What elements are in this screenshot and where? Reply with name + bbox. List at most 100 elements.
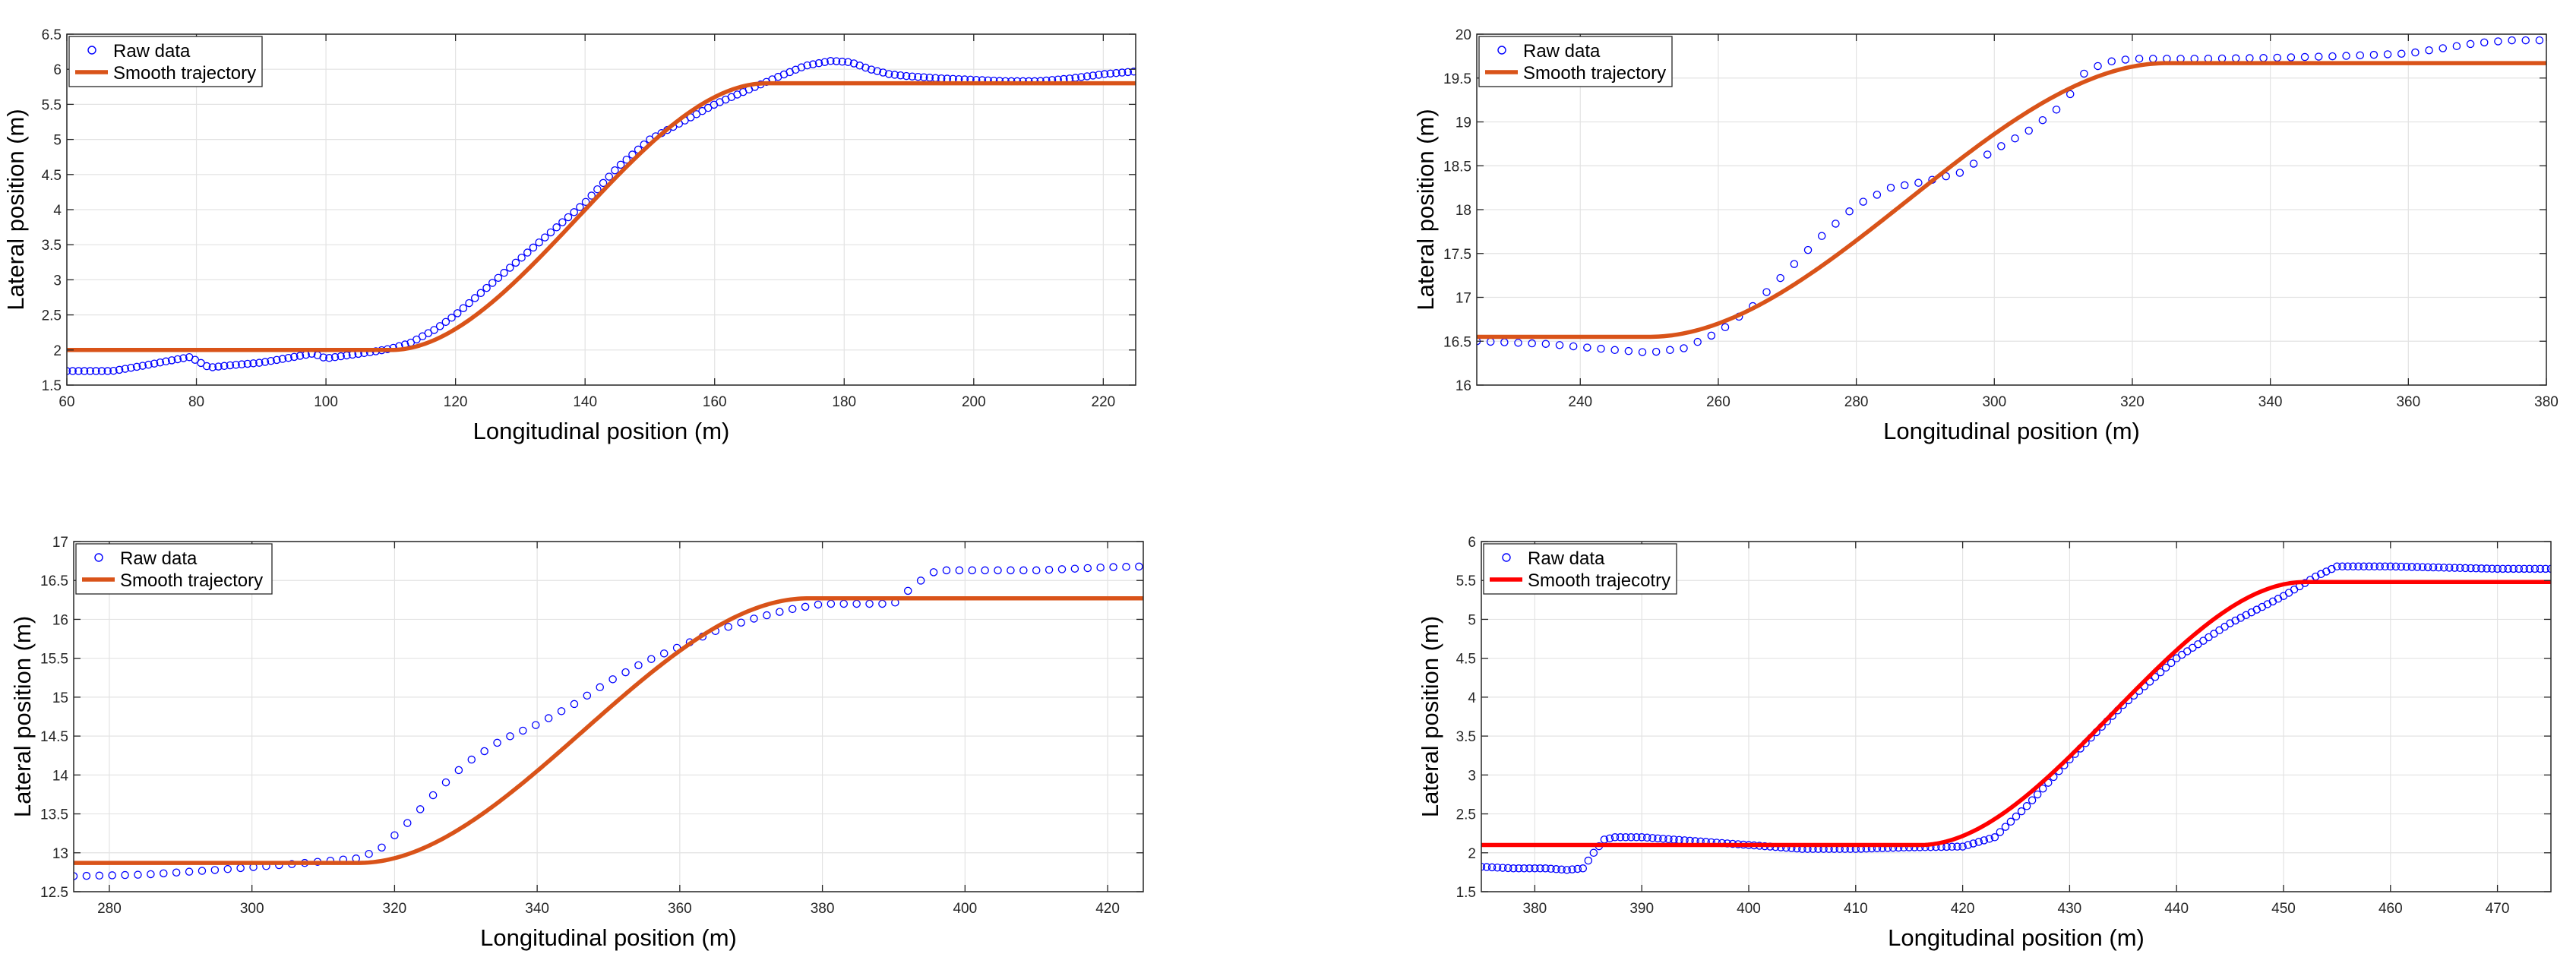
raw-data-point [1077,73,1086,81]
raw-data-point [803,61,811,70]
raw-data-point [337,352,345,361]
x-tick-label: 100 [314,394,338,410]
raw-data-point [955,566,964,575]
raw-data-point [132,362,141,371]
raw-data-point [2541,564,2550,573]
raw-data-point [1109,563,1117,571]
raw-data-point [480,747,488,756]
raw-data-point [2080,69,2088,78]
raw-data-point [1985,835,1994,843]
y-tick-label: 5 [1468,612,1476,628]
raw-data-point [1664,835,1673,844]
raw-data-point [593,185,602,194]
raw-data-point [506,732,514,741]
raw-data-point [447,314,456,322]
raw-data-point [1573,864,1582,873]
x-tick-label: 360 [668,901,692,917]
raw-data-point [576,203,584,211]
raw-data-point [2322,567,2331,576]
raw-data-point [459,304,468,312]
raw-data-point [1964,841,1972,849]
raw-data-point [1680,344,1688,352]
raw-data-point [1969,160,1978,168]
raw-data-point [616,160,625,169]
legend-marker-raw-data [94,553,103,562]
raw-data-point [873,67,882,75]
raw-data-point [2354,562,2363,571]
raw-data-point [1095,71,1103,79]
x-tick-label: 400 [1737,901,1761,917]
raw-data-point [74,367,83,375]
raw-data-point [2033,790,2042,799]
raw-data-point [541,233,549,242]
raw-data-point [647,655,656,663]
raw-data-point [2439,44,2447,52]
x-tick-label: 280 [1844,394,1869,410]
raw-data-point [1605,834,1614,843]
raw-data-point [2451,564,2459,572]
raw-data-point [1568,865,1576,873]
raw-data-point [1610,833,1620,842]
raw-data-point [827,57,835,65]
raw-data-series [1481,562,2551,874]
x-tick-label: 450 [2271,901,2296,917]
y-tick-label: 4 [53,203,62,219]
raw-data-point [1089,71,1097,80]
x-tick-label: 140 [573,394,597,410]
raw-data-point [330,352,340,362]
legend-label-raw-data: Raw data [113,41,191,62]
y-tick-label: 1.5 [1456,885,1476,901]
raw-data-point [2411,48,2420,57]
raw-data-point [2052,106,2061,114]
x-tick-label: 240 [1568,394,1592,410]
x-tick-label: 340 [2258,394,2283,410]
raw-data-point [570,208,578,216]
plot-content [1477,36,2546,356]
raw-data-point [1707,331,1716,340]
y-tick-label: 1.5 [42,378,62,394]
x-tick-label: 360 [2396,394,2420,410]
raw-data-point [160,869,168,878]
raw-data-point [546,228,555,237]
raw-data-point [2024,126,2033,135]
x-tick-label: 220 [1092,394,1116,410]
raw-data-point [1990,833,1999,842]
raw-data-point [1654,834,1662,843]
raw-data-point [121,365,129,373]
raw-data-point [2328,564,2336,573]
raw-data-point [290,352,299,362]
subplot-3: 280 300 320 340 360 380 400 420 12.5 13 13.5 14 14.5… [9,535,1144,951]
raw-data-point [564,213,573,222]
raw-data-point [750,614,758,623]
raw-data-point [2439,564,2448,572]
y-tick-label: 17.5 [1443,247,1471,263]
raw-data-point [763,611,771,620]
raw-data-point [1583,343,1591,352]
raw-data-point [255,358,264,367]
x-tick-label: 380 [1523,901,1547,917]
raw-data-point [1624,346,1633,355]
raw-data-point [838,57,846,66]
raw-data-point [127,363,135,372]
raw-data-point [2445,564,2454,572]
raw-data-point [1482,863,1491,871]
x-tick-label: 340 [525,901,549,917]
legend-label-smooth: Smooth trajectory [113,63,256,84]
y-tick-label: 4.5 [42,168,62,184]
raw-data-point [2314,52,2323,61]
raw-data-point [1515,864,1523,873]
raw-data-point [1130,67,1136,76]
plot-content [74,562,1143,880]
raw-data-point [465,298,473,308]
raw-data-point [621,668,630,677]
raw-data-point [2365,562,2373,571]
raw-data-point [97,367,106,375]
raw-data-point [1584,856,1593,865]
raw-data-point [523,248,532,257]
raw-data-point [494,273,503,283]
raw-data-point [844,58,852,66]
raw-data-point [1579,864,1588,873]
raw-data-point [198,867,207,875]
y-tick-label: 12.5 [40,885,68,901]
